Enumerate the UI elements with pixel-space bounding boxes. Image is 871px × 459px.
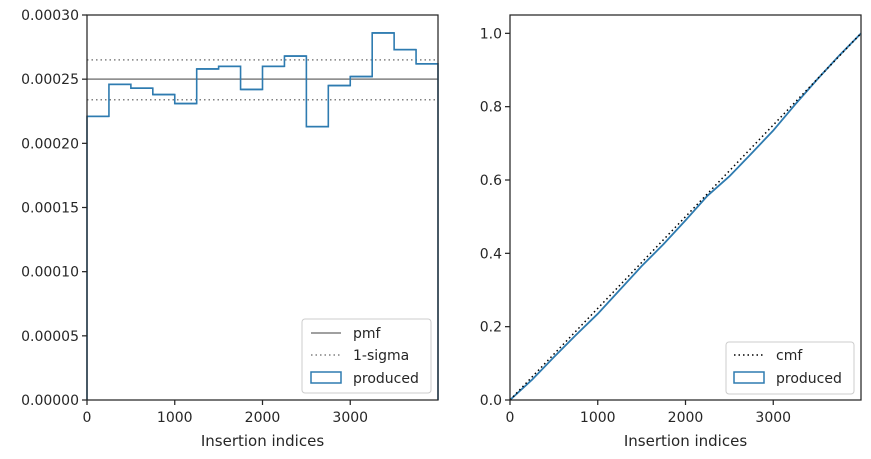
x-tick-label: 0 <box>506 410 515 426</box>
x-tick-label: 2000 <box>668 410 704 426</box>
x-tick-label: 1000 <box>157 410 193 426</box>
y-tick-label: 0.00025 <box>21 72 79 88</box>
legend-label-sigma: 1-sigma <box>353 348 409 364</box>
histogram-x-axis-label: Insertion indices <box>201 432 324 450</box>
legend-label-produced: produced <box>776 371 842 387</box>
histogram-data-layer <box>86 32 439 400</box>
histogram-y-ticks: 0.00000 0.00005 0.00010 0.00015 0.00020 0.000… <box>21 8 87 409</box>
legend-label-pmf: pmf <box>353 326 382 342</box>
legend-swatch-produced <box>733 371 765 384</box>
y-tick-label: 0.4 <box>480 246 502 262</box>
cumulative-panel: 0.0 0.2 0.4 0.6 0.8 1.0 0 1000 2000 3000 Inserti… <box>480 14 862 450</box>
y-tick-label: 0.8 <box>480 100 502 116</box>
y-tick-label: 0.00005 <box>21 329 79 345</box>
y-tick-label: 0.00015 <box>21 201 79 217</box>
y-tick-label: 0.6 <box>480 173 502 189</box>
histogram-legend: pmf 1-sigma produced <box>301 318 432 394</box>
x-tick-label: 1000 <box>580 410 616 426</box>
y-tick-label: 0.0 <box>480 393 502 409</box>
histogram-panel: 0.00000 0.00005 0.00010 0.00015 0.00020 0.000… <box>21 8 439 450</box>
cumulative-x-axis-label: Insertion indices <box>624 432 747 450</box>
x-tick-label: 0 <box>83 410 92 426</box>
x-tick-label: 2000 <box>245 410 281 426</box>
cumulative-y-ticks: 0.0 0.2 0.4 0.6 0.8 1.0 <box>480 26 510 409</box>
cumulative-legend: cmf produced <box>725 341 855 395</box>
y-tick-label: 0.00010 <box>21 265 79 281</box>
y-tick-label: 0.00000 <box>21 393 79 409</box>
legend-swatch-produced <box>310 371 342 384</box>
y-tick-label: 0.00030 <box>21 8 79 24</box>
x-tick-label: 3000 <box>332 410 368 426</box>
legend-frame <box>301 318 432 394</box>
cumulative-axes-frame <box>509 14 862 401</box>
histogram-x-ticks: 0 1000 2000 3000 <box>83 400 368 426</box>
y-tick-label: 1.0 <box>480 26 502 42</box>
histogram-axes-frame <box>86 14 439 401</box>
x-tick-label: 3000 <box>755 410 791 426</box>
legend-label-cmf: cmf <box>776 348 803 364</box>
legend-label-produced: produced <box>353 371 419 387</box>
y-tick-label: 0.00020 <box>21 136 79 152</box>
y-tick-label: 0.2 <box>480 320 502 336</box>
cumulative-x-ticks: 0 1000 2000 3000 <box>506 400 791 426</box>
